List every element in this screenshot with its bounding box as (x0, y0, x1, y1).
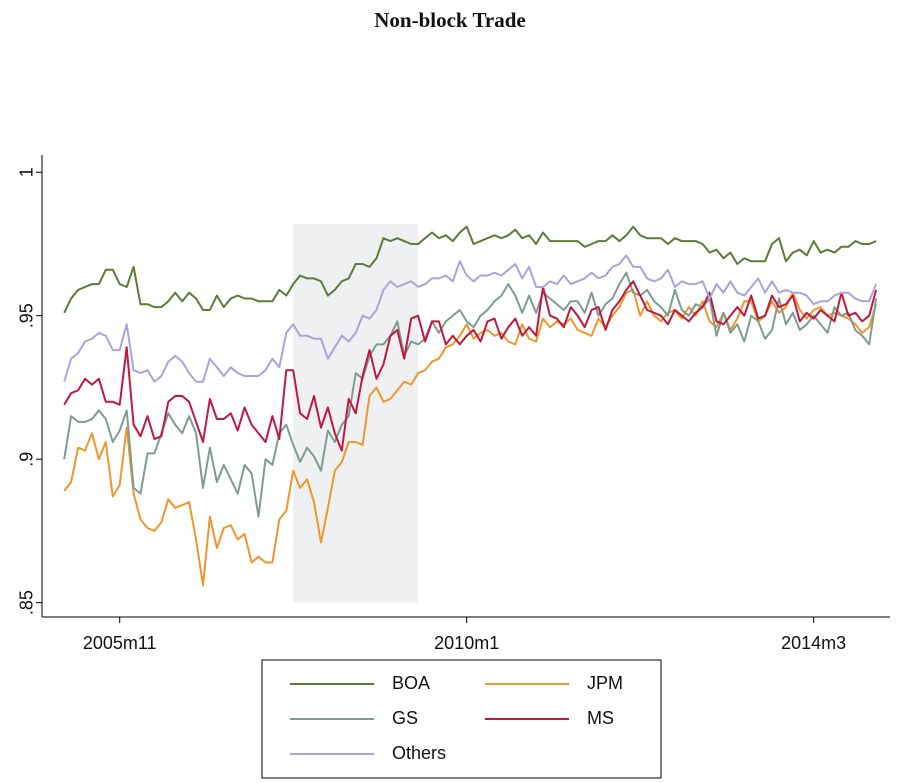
y-tick-label: .85 (17, 590, 37, 615)
y-tick-label: .9 (17, 452, 37, 467)
x-tick-label: 2005m11 (83, 633, 157, 653)
x-tick-label: 2010m1 (434, 633, 499, 653)
series-line (63, 225, 877, 314)
legend: BOA JPM GS MS Others (261, 659, 662, 779)
chart-title: Non-block Trade (374, 8, 526, 32)
series-line (63, 271, 878, 518)
legend-label: MS (587, 708, 614, 728)
series-line (63, 288, 878, 587)
legend-label: JPM (587, 673, 623, 693)
series-line (63, 254, 878, 383)
legend-label: GS (392, 708, 418, 728)
series-line (63, 280, 878, 452)
x-tick-label: 2014m3 (781, 633, 846, 653)
legend-label: Others (392, 743, 446, 763)
y-tick-label: 1 (17, 167, 37, 177)
y-tick-label: .95 (17, 303, 37, 328)
legend-label: BOA (392, 673, 430, 693)
